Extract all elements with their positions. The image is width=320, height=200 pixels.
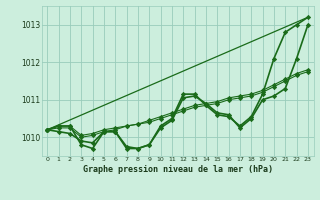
X-axis label: Graphe pression niveau de la mer (hPa): Graphe pression niveau de la mer (hPa) bbox=[83, 165, 273, 174]
